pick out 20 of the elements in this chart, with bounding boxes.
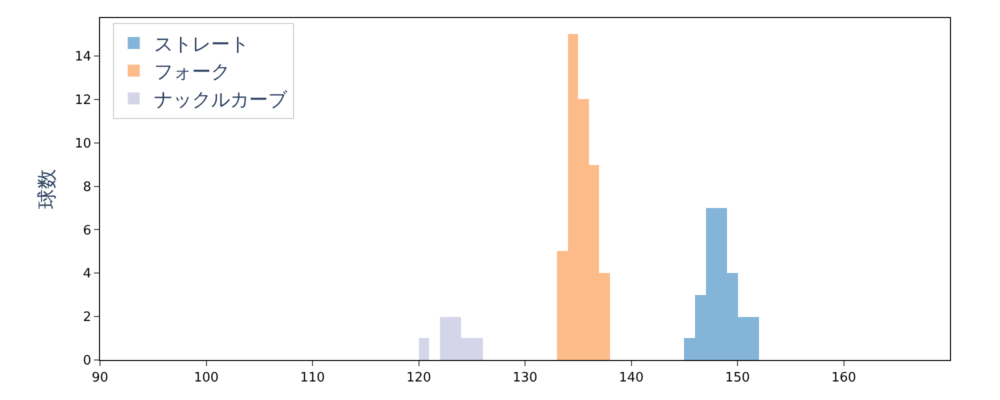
legend-label: フォーク [154, 61, 230, 84]
y-tick-label: 8 [83, 180, 92, 195]
legend-label: ナックルカーブ [154, 88, 288, 111]
y-tick-label: 2 [83, 310, 92, 326]
y-axis-title: 球数 [34, 169, 58, 209]
y-tick-label: 6 [83, 223, 92, 238]
x-tick-label: 110 [300, 370, 325, 386]
y-tick-label: 4 [83, 266, 92, 282]
legend-label: ストレート [154, 33, 249, 56]
x-tick-label: 120 [406, 370, 432, 386]
y-tick-label: 12 [74, 92, 92, 108]
x-tick-label: 130 [512, 370, 538, 386]
x-tick-label: 90 [92, 370, 108, 386]
x-tick-label: 100 [194, 370, 219, 386]
y-tick-label: 0 [83, 354, 92, 369]
x-tick-label: 160 [831, 370, 856, 386]
y-tick-label: 10 [74, 136, 92, 152]
y-tick-label: 14 [74, 50, 92, 65]
x-tick-label: 150 [725, 370, 750, 386]
x-tick-label: 140 [618, 370, 644, 386]
